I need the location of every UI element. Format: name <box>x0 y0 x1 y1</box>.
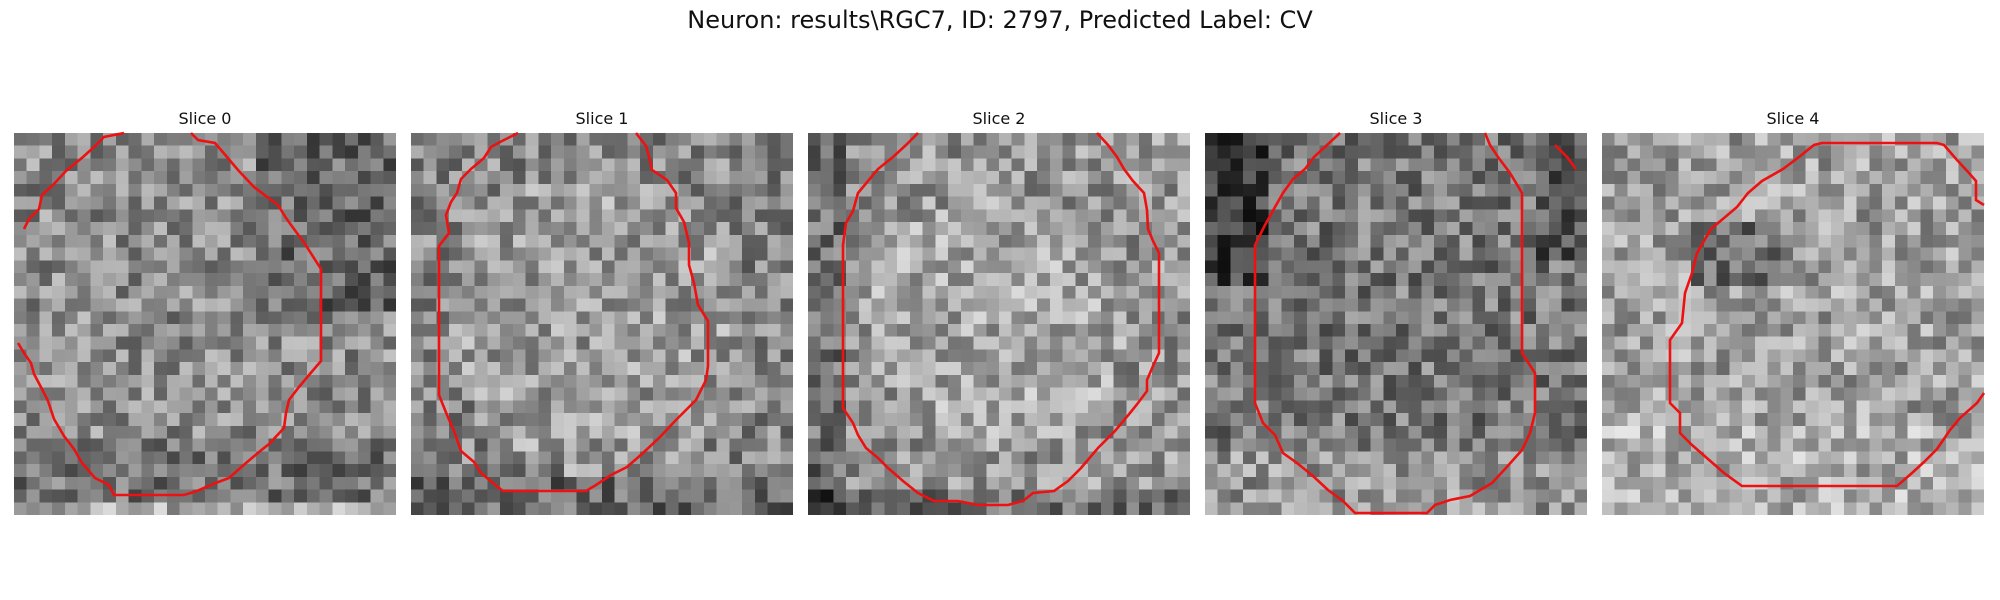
slice-panel-3: Slice 3 <box>1205 108 1587 515</box>
slice-image <box>1205 133 1587 515</box>
slice-title: Slice 2 <box>972 109 1026 128</box>
slice-image-wrap <box>14 131 396 515</box>
contour-overlay <box>1253 132 1578 515</box>
slice-image-wrap <box>411 131 793 515</box>
slice-panel-0: Slice 0 <box>14 108 396 515</box>
slice-image-wrap <box>808 132 1190 515</box>
contour-line <box>437 131 710 493</box>
contour-line <box>16 132 323 497</box>
slice-image <box>411 133 793 515</box>
contour-line <box>1253 132 1537 515</box>
slice-title: Slice 1 <box>575 109 629 128</box>
contour-line <box>841 132 1161 507</box>
contour-line <box>1668 141 1986 488</box>
slice-panel-1: Slice 1 <box>411 108 793 515</box>
contour-line <box>22 131 125 230</box>
figure-title: Neuron: results\RGC7, ID: 2797, Predicte… <box>687 6 1313 34</box>
contour-line <box>1554 144 1578 170</box>
slice-image <box>1602 133 1984 515</box>
slice-panel-4: Slice 4 <box>1602 108 1986 515</box>
contour-overlay <box>1668 141 1986 488</box>
contour-overlay <box>841 132 1161 507</box>
slice-title: Slice 4 <box>1766 109 1820 128</box>
slice-title: Slice 3 <box>1369 109 1423 128</box>
slice-panel-2: Slice 2 <box>808 108 1190 515</box>
contour-overlay <box>16 131 323 497</box>
slice-title: Slice 0 <box>178 109 232 128</box>
slice-image-wrap <box>1602 133 1986 515</box>
slice-image-wrap <box>1205 132 1587 515</box>
contour-overlay <box>437 131 710 493</box>
slice-image <box>14 133 396 515</box>
